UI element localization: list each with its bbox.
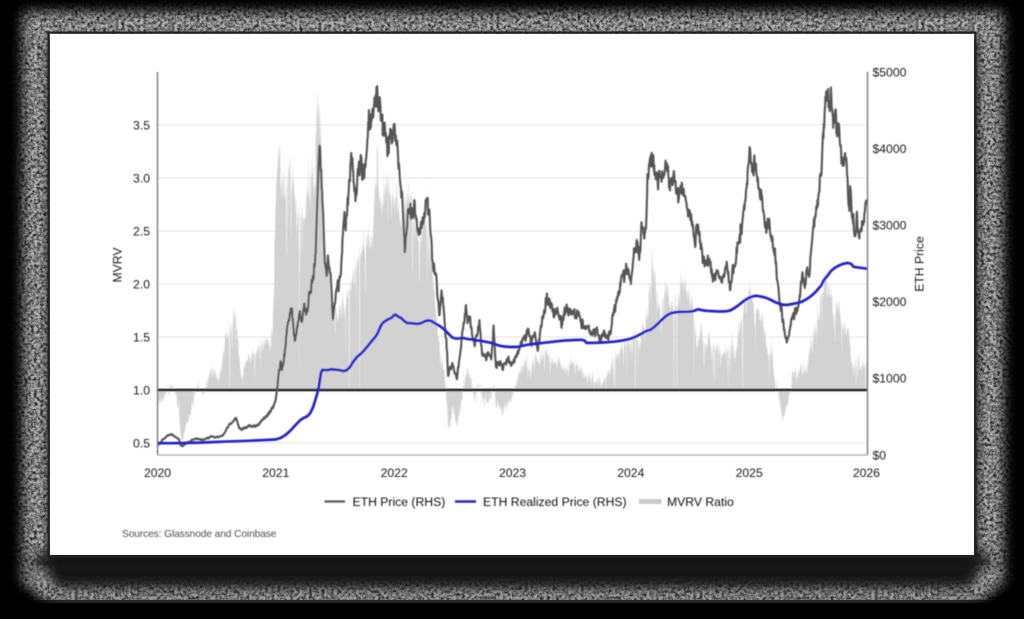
- svg-text:ETH Price (RHS): ETH Price (RHS): [353, 495, 446, 509]
- svg-text:2024: 2024: [617, 466, 644, 480]
- svg-text:2023: 2023: [499, 466, 526, 480]
- svg-text:$3000: $3000: [873, 219, 907, 233]
- svg-text:MVRV Ratio: MVRV Ratio: [667, 495, 734, 509]
- svg-text:2.5: 2.5: [133, 224, 150, 238]
- svg-text:2025: 2025: [736, 466, 763, 480]
- svg-text:1.5: 1.5: [133, 330, 150, 344]
- svg-text:2020: 2020: [144, 466, 171, 480]
- svg-text:2026: 2026: [853, 466, 880, 480]
- svg-text:$1000: $1000: [873, 372, 907, 386]
- svg-text:$4000: $4000: [873, 142, 907, 156]
- svg-text:ETH Realized Price (RHS): ETH Realized Price (RHS): [483, 495, 627, 509]
- svg-text:0.5: 0.5: [133, 436, 150, 450]
- svg-text:$0: $0: [873, 448, 887, 462]
- svg-text:1.0: 1.0: [133, 383, 150, 397]
- svg-text:Sources: Glassnode and Coinbas: Sources: Glassnode and Coinbase: [122, 529, 277, 540]
- svg-text:2.0: 2.0: [133, 277, 150, 291]
- svg-text:MVRV: MVRV: [111, 247, 125, 283]
- svg-text:2022: 2022: [381, 466, 408, 480]
- svg-text:3.5: 3.5: [133, 118, 150, 132]
- svg-text:$5000: $5000: [873, 65, 907, 79]
- svg-text:ETH Price: ETH Price: [913, 236, 927, 292]
- svg-text:2021: 2021: [262, 466, 289, 480]
- svg-text:3.0: 3.0: [133, 171, 150, 185]
- svg-text:$2000: $2000: [873, 295, 907, 309]
